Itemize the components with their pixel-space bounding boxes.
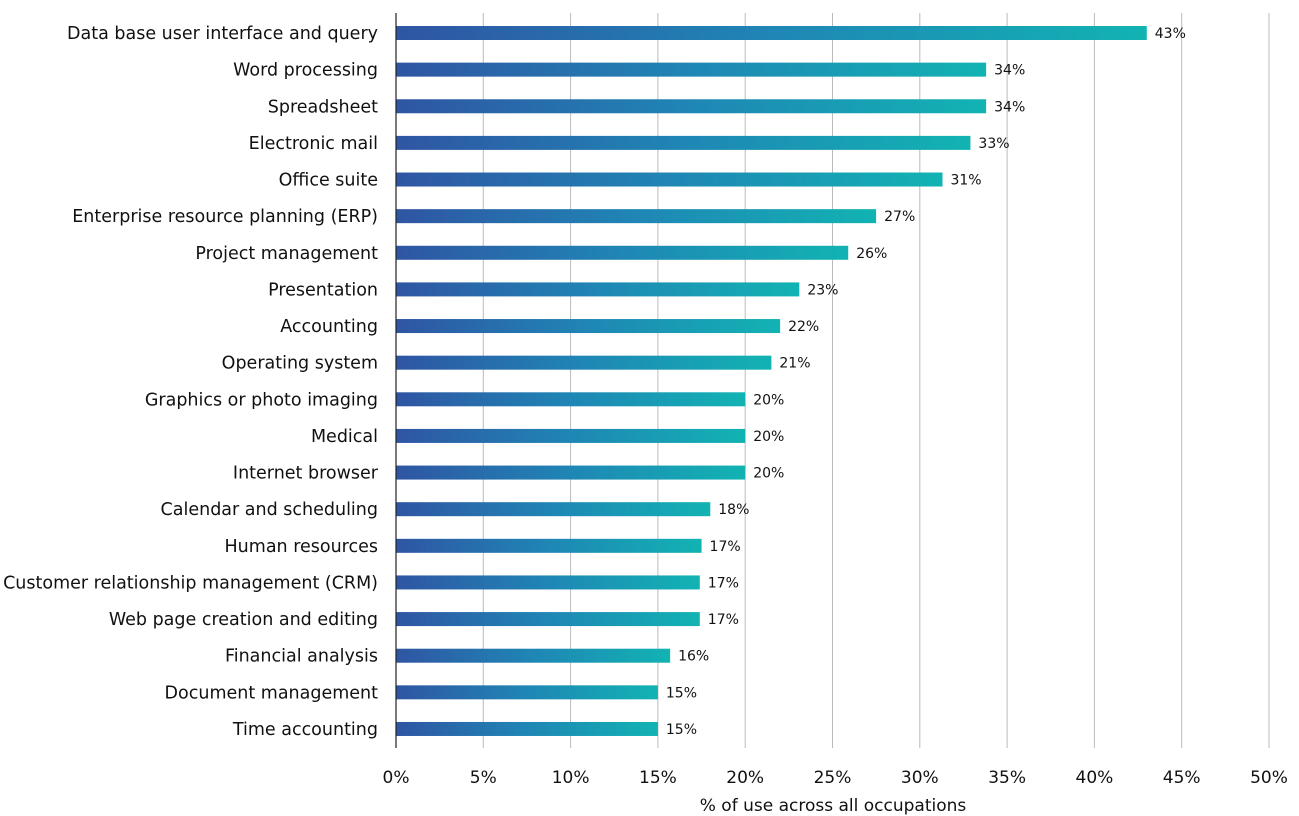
data-label: 15% (666, 722, 697, 738)
bar (396, 319, 781, 334)
bar (396, 685, 658, 700)
bar (396, 209, 877, 224)
x-axis-title: % of use across all occupations (700, 796, 967, 816)
category-label: Medical (311, 427, 378, 447)
x-tick-label: 35% (988, 768, 1026, 788)
bar (396, 538, 702, 553)
x-tick-label: 25% (814, 768, 852, 788)
data-label: 17% (708, 612, 739, 628)
category-label: Enterprise resource planning (ERP) (72, 207, 378, 227)
category-label: Project management (195, 244, 378, 264)
data-label: 15% (666, 685, 697, 701)
bar (396, 99, 987, 114)
x-tick-label: 45% (1163, 768, 1201, 788)
bar (396, 245, 849, 260)
gridlines (482, 13, 1270, 748)
bar (396, 612, 700, 627)
bar (396, 428, 746, 443)
x-tick-label: 5% (470, 768, 497, 788)
bar (396, 355, 772, 370)
category-label: Operating system (222, 354, 378, 374)
bar (396, 465, 746, 480)
data-label: 18% (718, 502, 749, 518)
category-label: Document management (165, 683, 379, 703)
x-tick-label: 15% (639, 768, 677, 788)
data-label: 20% (753, 466, 784, 482)
bar (396, 62, 987, 77)
category-label: Accounting (280, 317, 378, 337)
labels: 0% 5% 10% 15% 20% 25% 30% 35% 40% 45% 50% Data base… (3, 24, 1288, 788)
data-label: 43% (1155, 26, 1186, 42)
x-tick-label: 20% (726, 768, 764, 788)
category-label: Graphics or photo imaging (145, 390, 378, 410)
data-label: 20% (753, 429, 784, 445)
category-label: Human resources (225, 537, 378, 557)
category-label: Internet browser (233, 464, 379, 484)
data-label: 33% (978, 136, 1009, 152)
category-label: Office suite (279, 171, 378, 191)
data-label: 17% (708, 575, 739, 591)
bar (396, 135, 971, 150)
data-label: 17% (710, 539, 741, 555)
x-tick-label: 10% (552, 768, 590, 788)
category-label: Time accounting (232, 720, 378, 740)
category-label: Spreadsheet (268, 97, 378, 117)
category-label: Financial analysis (225, 647, 378, 667)
bars (396, 26, 1147, 736)
data-label: 34% (994, 63, 1025, 79)
category-label: Word processing (233, 61, 378, 81)
category-label: Customer relationship management (CRM) (3, 573, 378, 593)
x-tick-label: 0% (383, 768, 410, 788)
data-label: 27% (884, 209, 915, 225)
x-tick-label: 50% (1250, 768, 1288, 788)
category-label: Web page creation and editing (109, 610, 378, 630)
data-label: 26% (856, 246, 887, 262)
data-label: 16% (678, 649, 709, 665)
category-label: Electronic mail (249, 134, 378, 154)
x-tick-label: 40% (1076, 768, 1114, 788)
bar (396, 648, 671, 663)
category-label: Calendar and scheduling (161, 500, 378, 520)
category-label: Presentation (268, 280, 378, 300)
bar (396, 26, 1147, 40)
data-label: 31% (950, 173, 981, 189)
bar (396, 172, 943, 187)
bar (396, 282, 800, 297)
bar (396, 392, 746, 407)
bar (396, 575, 700, 590)
category-label: Data base user interface and query (67, 24, 378, 44)
data-label: 34% (994, 99, 1025, 115)
data-label: 23% (807, 282, 838, 298)
x-tick-label: 30% (901, 768, 939, 788)
bar (396, 721, 658, 736)
data-label: 21% (779, 356, 810, 372)
bar (396, 502, 711, 517)
data-label: 22% (788, 319, 819, 335)
data-label: 20% (753, 392, 784, 408)
